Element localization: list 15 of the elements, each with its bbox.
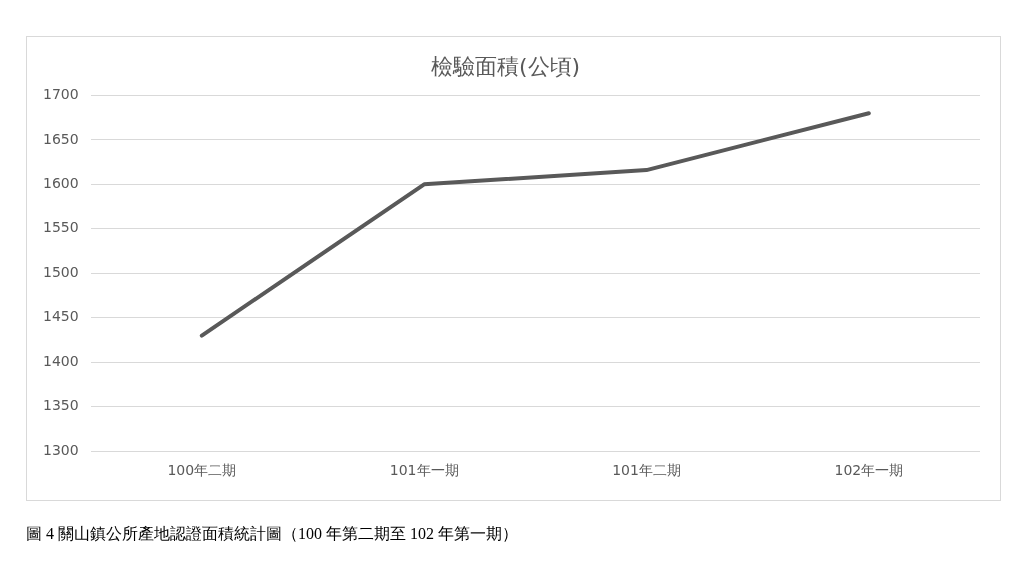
x-tick-label: 100年二期: [167, 462, 237, 479]
y-tick-label: 1450: [42, 308, 79, 325]
y-tick-label: 1500: [42, 263, 79, 280]
x-tick-label: 102年一期: [834, 462, 904, 479]
y-tick-label: 1400: [42, 352, 79, 369]
y-tick-label: 1300: [42, 441, 79, 458]
x-tick-label: 101年二期: [612, 462, 681, 479]
caption: 圖 4 關山鎮公所產地認證面積統計圖（100 年第二期至 102 年第一期）: [26, 524, 518, 544]
y-tick-label: 1600: [42, 174, 79, 191]
y-tick-label: 1700: [42, 86, 79, 103]
y-tick-label: 1650: [42, 130, 79, 147]
chart-title: 檢驗面積(公頃): [430, 53, 581, 79]
y-tick-label: 1350: [42, 397, 79, 414]
x-tick-label: 101年一期: [389, 462, 459, 479]
y-tick-label: 1550: [42, 219, 79, 236]
